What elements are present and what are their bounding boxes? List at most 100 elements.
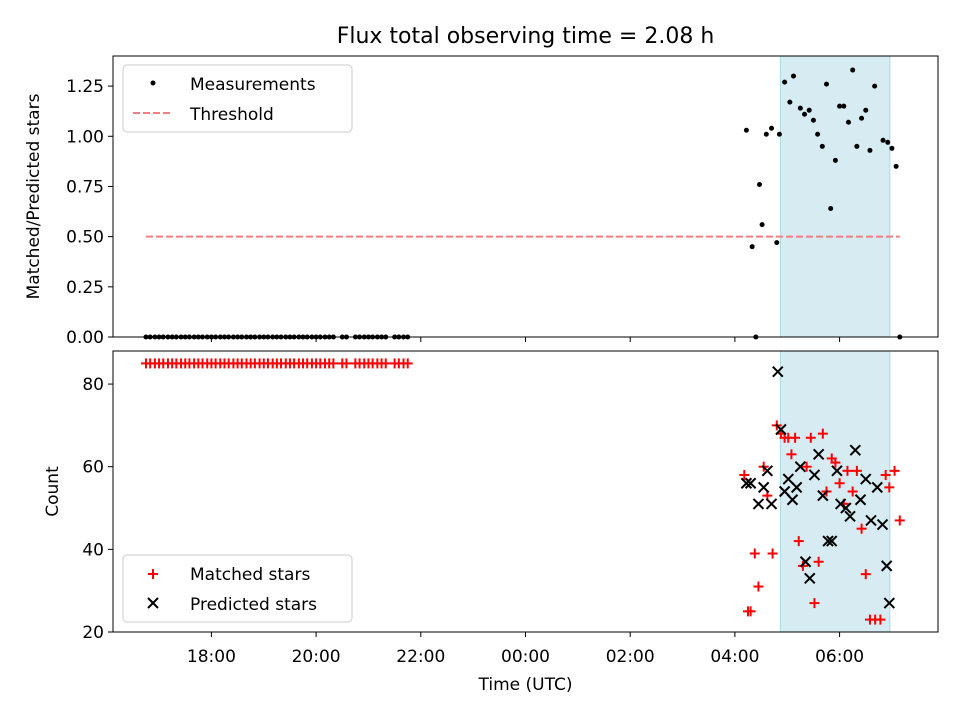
predicted-star-point bbox=[871, 481, 883, 494]
matched-star-point bbox=[341, 358, 352, 369]
measurement-point bbox=[863, 107, 869, 113]
predicted-star-point bbox=[844, 510, 856, 523]
measurement-point bbox=[859, 115, 865, 121]
x-tick-label: 18:00 bbox=[187, 647, 236, 667]
matched-star-point bbox=[402, 358, 413, 369]
matched-star-point bbox=[860, 569, 871, 580]
matched-star-point bbox=[380, 358, 391, 369]
predicted-star-point bbox=[817, 489, 829, 502]
matched-star-point bbox=[856, 523, 867, 534]
matched-star-point bbox=[894, 515, 905, 526]
matched-star-point bbox=[797, 560, 808, 571]
measurement-point bbox=[759, 222, 765, 228]
measurement-point bbox=[763, 131, 769, 137]
matched-star-point bbox=[793, 536, 804, 547]
legend-label-predicted-stars: Predicted stars bbox=[190, 595, 317, 615]
x-tick-label: 02:00 bbox=[606, 647, 655, 667]
matched-star-point bbox=[880, 469, 891, 480]
top-panel: 0.00 0.25 0.50 0.75 1.00 1.25 Flux total obse… bbox=[24, 24, 939, 348]
x-axis-label: Time (UTC) bbox=[478, 675, 573, 695]
x-tick-label: 00:00 bbox=[501, 647, 550, 667]
measurement-point bbox=[828, 206, 834, 212]
matched-star-point bbox=[875, 614, 886, 625]
matched-star-point bbox=[830, 457, 841, 468]
matched-star-point bbox=[817, 428, 828, 439]
matched-star-point bbox=[786, 449, 797, 460]
measurement-point bbox=[791, 73, 797, 79]
top-y-tick-label: 0.50 bbox=[66, 228, 104, 248]
matched-star-point bbox=[801, 461, 812, 472]
predicted-star-point bbox=[860, 473, 872, 485]
bottom-legend: Matched stars Predicted stars bbox=[122, 554, 353, 623]
measurement-point bbox=[815, 131, 821, 137]
predicted-star-point bbox=[744, 477, 757, 489]
x-tick-label: 20:00 bbox=[292, 647, 341, 667]
x-tick-label: 04:00 bbox=[710, 647, 759, 667]
predicted-star-point bbox=[761, 465, 774, 477]
measurement-point bbox=[810, 117, 816, 123]
matched-star-point bbox=[739, 469, 750, 480]
bottom-y-tick-label: 20 bbox=[82, 623, 104, 643]
measurement-point bbox=[797, 105, 803, 111]
measurement-point bbox=[769, 125, 775, 131]
predicted-star-point bbox=[865, 514, 877, 527]
matched-star-point bbox=[753, 581, 764, 592]
predicted-star-point bbox=[822, 535, 834, 547]
top-y-tick-label: 0.25 bbox=[66, 278, 104, 298]
measurement-point bbox=[854, 143, 860, 149]
predicted-star-point bbox=[826, 535, 838, 547]
measurement-point bbox=[782, 79, 788, 85]
measurement-point bbox=[787, 99, 793, 105]
measurement-point bbox=[776, 131, 782, 137]
legend-marker-measurements bbox=[150, 80, 156, 86]
bottom-highlight-span bbox=[779, 350, 891, 633]
predicted-star-point bbox=[854, 494, 867, 506]
legend-label-measurements: Measurements bbox=[190, 75, 316, 95]
bottom-y-tick-label: 80 bbox=[82, 375, 104, 395]
x-tick-label: 06:00 bbox=[815, 647, 864, 667]
measurement-point bbox=[819, 143, 825, 149]
matched-star-point bbox=[884, 482, 895, 493]
legend-cross-glyph bbox=[147, 597, 159, 609]
legend-marker-predicted-stars bbox=[147, 597, 159, 609]
top-legend: Measurements Threshold bbox=[122, 64, 353, 133]
measurement-point bbox=[802, 111, 808, 117]
predicted-star-point bbox=[790, 481, 803, 494]
predicted-star-point bbox=[880, 560, 893, 572]
measurement-point bbox=[845, 119, 851, 125]
matched-star-point bbox=[767, 548, 778, 559]
measurement-point bbox=[850, 67, 856, 73]
predicted-star-point bbox=[799, 556, 812, 568]
bottom-y-tick-label: 40 bbox=[82, 540, 104, 560]
predicted-star-point bbox=[757, 481, 770, 494]
predicted-star-point bbox=[772, 365, 784, 378]
chart-title: Flux total observing time = 2.08 h bbox=[337, 24, 715, 49]
matched-star-point bbox=[809, 598, 820, 609]
measurement-point bbox=[832, 157, 838, 163]
predicted-star-point bbox=[786, 494, 799, 506]
top-y-tick-label: 1.00 bbox=[66, 127, 104, 147]
predicted-star-point bbox=[804, 572, 816, 584]
measurement-point bbox=[893, 163, 899, 169]
matched-star-point bbox=[745, 606, 756, 617]
x-tick-label: 22:00 bbox=[396, 647, 445, 667]
matched-star-point bbox=[834, 478, 845, 489]
top-y-tick-label: 0.75 bbox=[66, 177, 104, 197]
predicted-star-point bbox=[840, 502, 852, 514]
matched-star-point bbox=[328, 358, 339, 369]
predicted-star-point bbox=[831, 465, 843, 477]
measurement-point bbox=[774, 240, 780, 246]
legend-label-matched-stars: Matched stars bbox=[190, 565, 310, 585]
legend-label-threshold: Threshold bbox=[189, 105, 274, 125]
measurement-point bbox=[837, 103, 843, 109]
bottom-panel: 20 40 60 80 18:00 20:00 22:00 00:00 02:00 04:00 0… bbox=[43, 350, 939, 695]
measurement-point bbox=[880, 137, 886, 143]
predicted-star-point bbox=[808, 469, 821, 481]
matched-star-point bbox=[889, 465, 900, 476]
predicted-star-point bbox=[876, 518, 889, 531]
matched-star-point bbox=[813, 556, 824, 567]
predicted-star-point bbox=[794, 460, 807, 473]
top-y-tick-label: 0.00 bbox=[66, 328, 104, 348]
predicted-star-point bbox=[765, 498, 778, 510]
measurement-point bbox=[743, 127, 749, 133]
